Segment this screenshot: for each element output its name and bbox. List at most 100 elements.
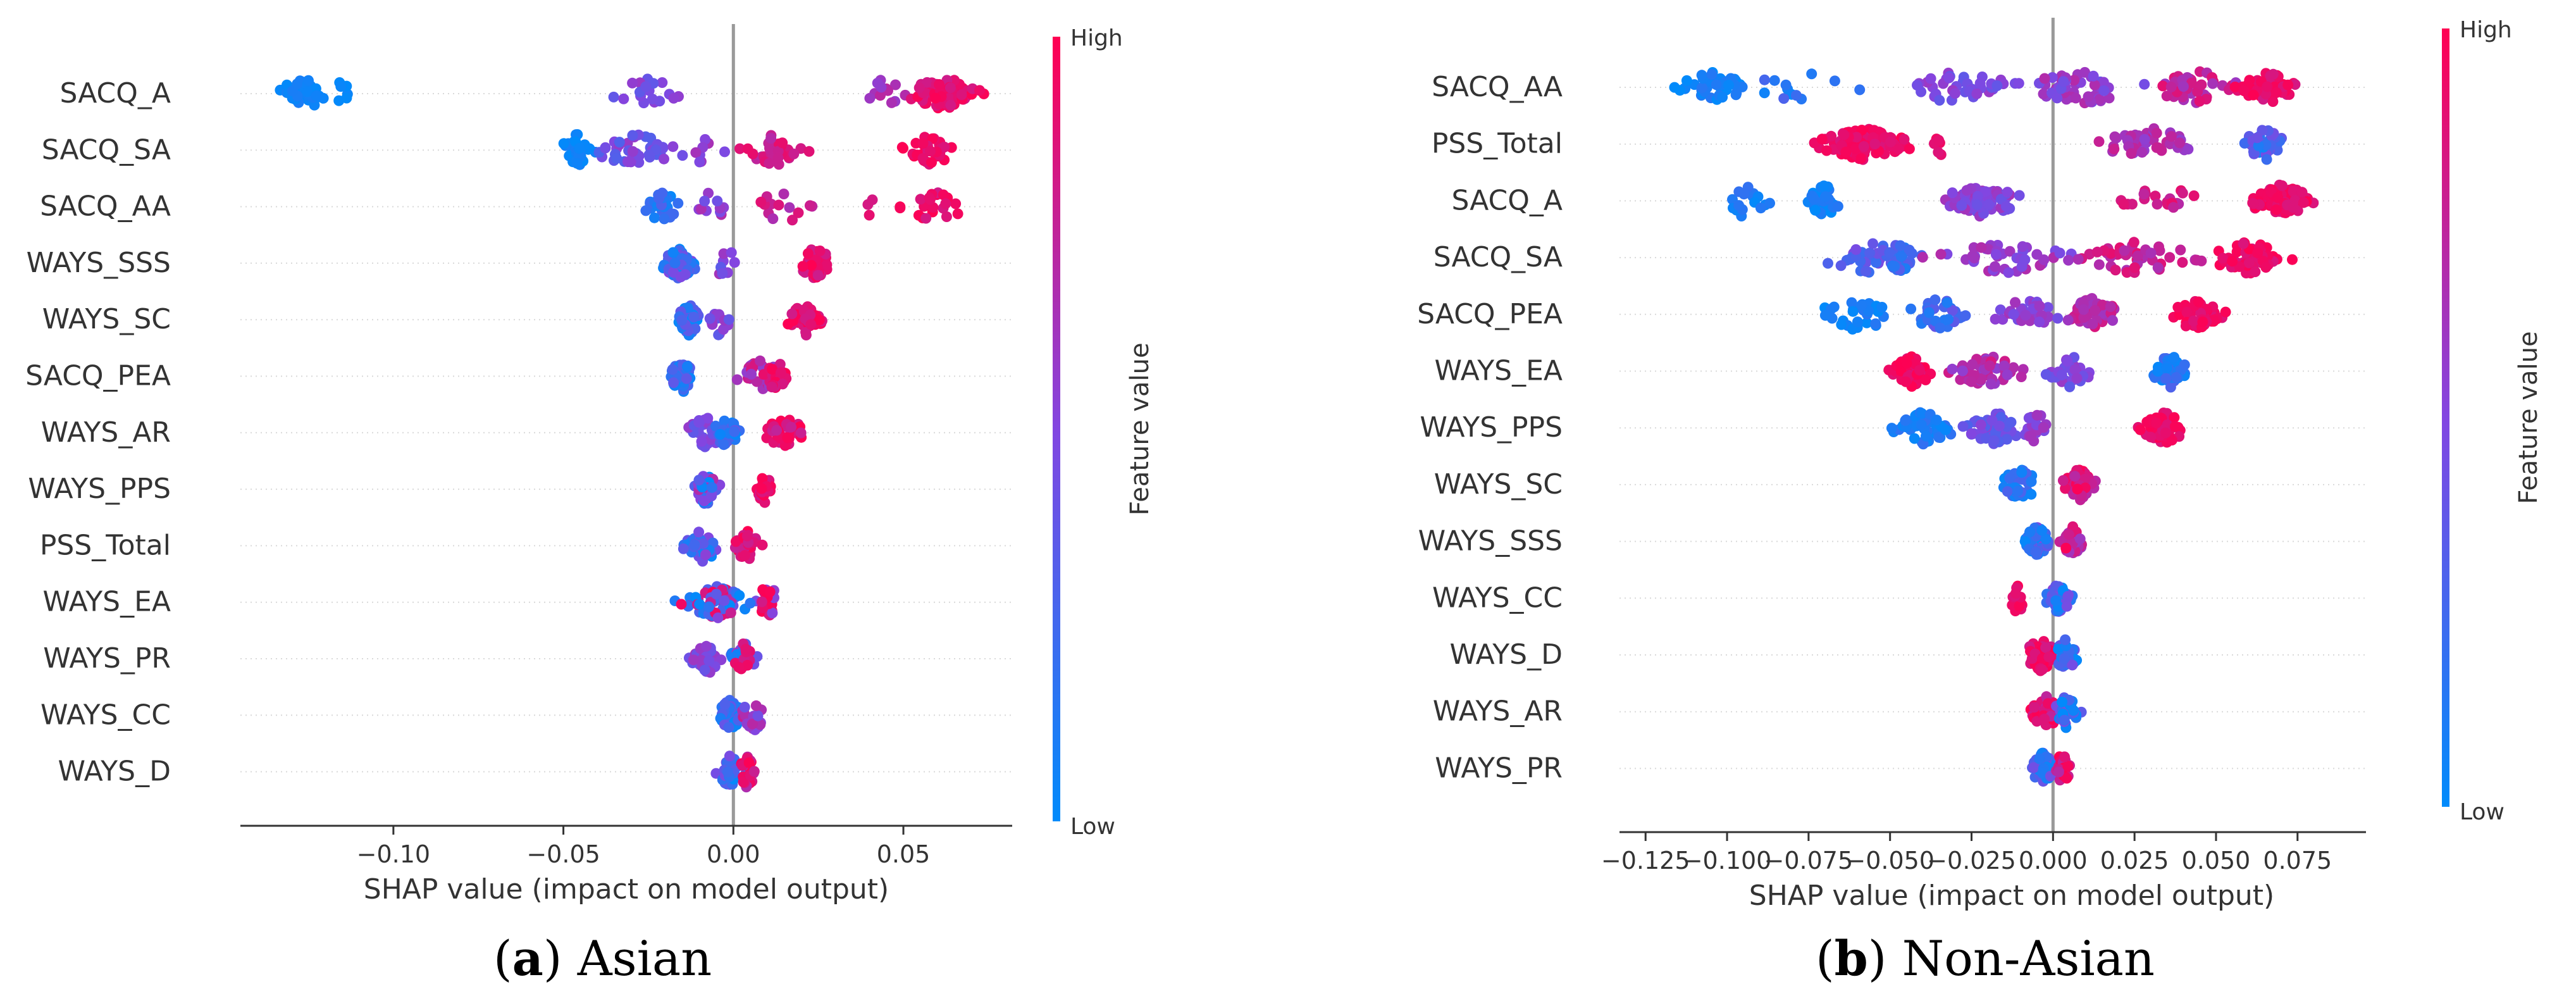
shap-point [2162, 363, 2172, 374]
shap-point [2096, 299, 2108, 311]
shap-point [741, 530, 753, 542]
shap-point [2026, 430, 2037, 442]
feature-label: WAYS_PPS [1420, 411, 1563, 444]
shap-point [941, 211, 952, 222]
shap-point [793, 207, 804, 218]
shap-point [1957, 421, 1969, 432]
shap-point [558, 138, 569, 149]
shap-point [1971, 199, 1983, 211]
shap-point [2220, 306, 2231, 318]
shap-point [1769, 75, 1780, 86]
shap-point [1966, 428, 1977, 439]
shap-point [1828, 301, 1840, 313]
shap-point [2282, 79, 2294, 90]
feature-row-points [1669, 66, 2301, 109]
feature-label: WAYS_SC [42, 303, 171, 335]
shap-point [925, 146, 936, 157]
x-axis-label: SHAP value (impact on model output) [1749, 880, 2274, 912]
shap-point [1885, 136, 1896, 147]
shap-point [930, 92, 941, 104]
shap-point [2050, 595, 2062, 606]
shap-point [734, 143, 745, 154]
shap-point [1966, 376, 1977, 387]
shap-point [784, 202, 795, 213]
feature-label: WAYS_PR [1435, 752, 1563, 784]
feature-label: SACQ_PEA [1417, 298, 1563, 330]
shap-point [667, 141, 679, 153]
feature-label: WAYS_SSS [27, 247, 171, 279]
shap-point [867, 194, 878, 206]
shap-point [2152, 199, 2163, 210]
shap-point [1947, 305, 1958, 316]
shap-point [786, 308, 798, 320]
shap-point [2063, 529, 2074, 540]
colorbar-title: Feature value [2514, 331, 2543, 504]
shap-point [2061, 601, 2072, 612]
colorbar-high-label: High [1070, 25, 1123, 51]
feature-row-points [640, 187, 963, 226]
shap-point [1975, 419, 1986, 430]
shap-point [311, 90, 322, 101]
shap-point [2265, 70, 2276, 82]
shap-point [2179, 359, 2190, 370]
shap-point [1861, 317, 1873, 328]
feature-label: WAYS_CC [40, 699, 171, 731]
shap-point [2177, 257, 2188, 268]
shap-point [1941, 297, 1953, 308]
shap-point [1957, 365, 1968, 377]
shap-point [924, 194, 936, 205]
shap-point [1969, 252, 1980, 264]
shap-point [1821, 145, 1832, 156]
shap-point [2165, 82, 2177, 92]
shap-point [688, 311, 700, 323]
shap-point [1893, 143, 1904, 154]
shap-point [1960, 310, 1971, 321]
shap-point [1912, 80, 1923, 91]
shap-point [802, 248, 814, 259]
shap-point [2003, 267, 2014, 278]
shap-point [710, 588, 722, 600]
shap-point [944, 82, 956, 94]
shap-point [303, 75, 314, 86]
shap-point [649, 212, 660, 223]
shap-point [2059, 751, 2070, 763]
shap-point [2063, 254, 2074, 266]
shap-point [2060, 542, 2072, 554]
shap-point [2298, 197, 2309, 208]
feature-row-points [2024, 634, 2083, 676]
shap-point [2126, 199, 2138, 210]
shap-point [2059, 653, 2070, 664]
shap-point [1717, 92, 1728, 103]
caption-non-asian: (b) Non-Asian [1816, 930, 2155, 987]
shap-point [775, 367, 786, 378]
shap-point [956, 89, 967, 101]
shap-point [2262, 81, 2273, 92]
shap-point [2238, 85, 2250, 96]
shap-point [719, 146, 730, 158]
shap-point [2083, 91, 2094, 103]
shap-point [335, 81, 347, 92]
shap-point [934, 79, 944, 90]
shap-point [2040, 642, 2052, 653]
x-tick-label: −0.05 [526, 840, 600, 868]
x-tick-label: −0.025 [1927, 847, 2016, 875]
shap-point [731, 374, 743, 385]
shap-point [1955, 374, 1966, 385]
shap-point [1917, 252, 1928, 263]
shap-point [890, 79, 901, 90]
shap-point [2110, 265, 2121, 276]
shap-point [2270, 204, 2282, 215]
shap-point [1896, 251, 1907, 262]
shap-point [730, 536, 741, 547]
shap-point [920, 213, 932, 224]
feature-label: WAYS_EA [1435, 355, 1563, 387]
shap-point [2252, 247, 2263, 259]
shap-point [2118, 199, 2129, 210]
shap-point [2013, 78, 2024, 89]
shap-point [693, 475, 705, 486]
shap-point [2138, 189, 2150, 200]
shap-point [2069, 364, 2081, 375]
shap-point [2062, 314, 2074, 326]
shap-point [2105, 301, 2116, 313]
shap-point [2002, 187, 2013, 198]
